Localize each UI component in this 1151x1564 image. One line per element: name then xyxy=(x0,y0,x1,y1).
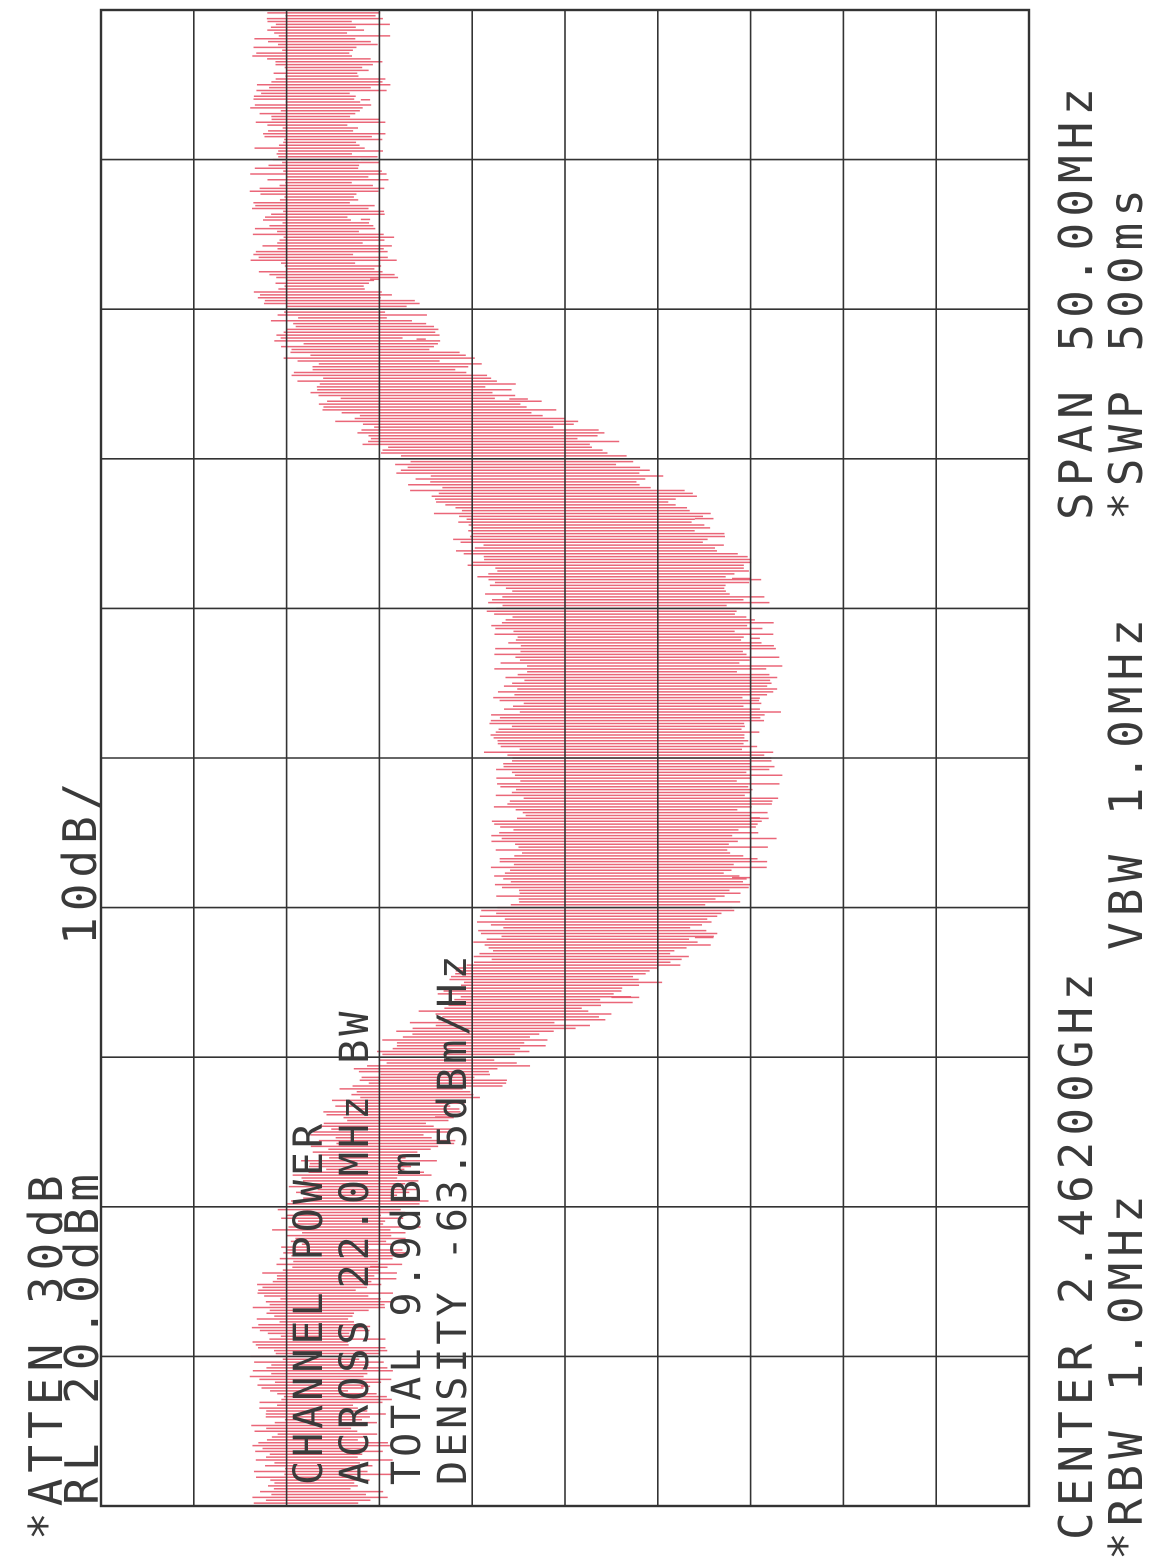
density-label: DENSITY -63.5dBm/Hz xyxy=(430,951,476,1485)
sweep-label: *SWP 500ms xyxy=(1099,183,1151,520)
channel-bw-label: ACROSS 22.0MHz BW xyxy=(332,1008,378,1485)
rbw-label: *RBW 1.0MHz xyxy=(1099,1189,1151,1560)
plot-grid xyxy=(101,10,1029,1506)
ref-level-label: RL 20.0dBm xyxy=(55,1168,109,1505)
total-power-label: TOTAL 9.9dBm xyxy=(384,1148,430,1485)
atten-label: *ATTEN 30dB xyxy=(19,1169,73,1540)
channel-power-title: CHANNEL POWER xyxy=(286,1120,332,1485)
center-frequency-label: CENTER 2.46200GHz xyxy=(1049,967,1103,1540)
span-label: SPAN 50.00MHz xyxy=(1049,82,1103,520)
vbw-label: VBW 1.0MHz xyxy=(1099,613,1151,950)
plot-frame xyxy=(99,8,1031,1508)
scale-label: 10dB/ xyxy=(53,777,107,945)
